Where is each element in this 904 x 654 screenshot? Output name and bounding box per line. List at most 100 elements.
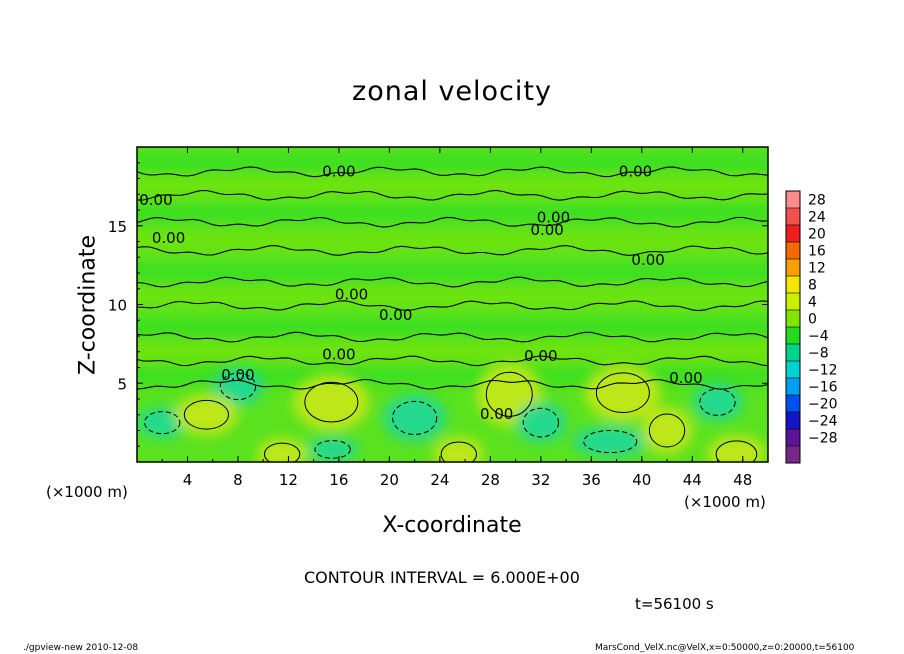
contour-line [219,372,257,401]
x-tick-label: 12 [279,471,298,489]
x-tick-label: 28 [481,471,500,489]
x-axis-title: X-coordinate [382,513,522,538]
zero-contour [137,355,768,367]
contour-line [263,442,301,462]
contour-line [144,411,181,435]
contour-label: 0.00 [139,191,172,209]
colorbar-segment [786,429,800,447]
colorbar-segment [786,310,800,328]
zero-contour [137,245,768,256]
contour-label: 0.00 [322,345,355,363]
positive-cell [433,436,485,462]
colorbar-label: −16 [808,380,838,396]
field-band [137,287,768,306]
colorbar-label: 20 [808,227,826,243]
contour-line [304,381,359,423]
contour-label: 0.00 [537,208,570,226]
contour-line [392,400,438,435]
y-tick-label: 5 [117,375,127,393]
colorbar-segment [786,378,800,396]
colorbar-segment [786,361,800,379]
x-tick-label: 4 [183,471,193,489]
zero-contour [137,216,768,228]
field-band [137,177,768,196]
contour-line [583,430,638,454]
x-tick-label: 24 [430,471,449,489]
colorbar-segment [786,259,800,277]
x-tick-label: 36 [582,471,601,489]
colorbar-label: −20 [808,397,838,413]
colorbar-label: 12 [808,261,826,277]
chart-title: zonal velocity [352,76,552,107]
colorbar-label: 28 [808,193,826,209]
contour-line [595,372,650,414]
y-tick-label: 10 [108,297,127,315]
colorbar-label: −4 [808,329,829,345]
colorbar-label: 0 [808,312,817,328]
x-unit-left: (×1000 m) [46,483,128,501]
colorbar-segment [786,395,800,413]
zero-contour [137,378,768,390]
x-tick-label: 8 [233,471,243,489]
contour-label: 0.00 [322,163,355,181]
contour-line [183,399,229,430]
colorbar-label: 4 [808,295,817,311]
contour-label: 0.00 [669,369,702,387]
contour-labels: 0.00 0.000.000.000.000.000.000.000.000.00… [139,163,702,424]
contour-label: 0.00 [379,306,412,324]
footer-right: MarsCond_VelX.nc@VelX,x=0:50000,z=0:2000… [595,643,855,653]
colorbar-segment [786,225,800,243]
colorbar-label: −24 [808,414,838,430]
x-tick-label: 48 [733,471,752,489]
contour-line [522,407,560,438]
x-tick-label: 40 [632,471,651,489]
positive-cell [256,438,308,462]
positive-cell [707,435,766,462]
contour-label: 0.00 [152,229,185,247]
colorbar-label: 24 [808,210,826,226]
colorbar-segment [786,327,800,345]
field-band [137,232,768,251]
zero-contour [137,331,768,343]
colorbar-segment [786,191,800,209]
x-tick-label: 16 [329,471,348,489]
field-band [137,264,768,282]
colorbar-label: −8 [808,346,829,362]
x-tick-label: 44 [683,471,702,489]
contour-label: 0.00 [335,285,368,303]
colorbar-segment [786,276,800,294]
contour-line [440,441,477,462]
field-band [137,153,768,172]
zero-contour [137,276,768,288]
velocity-field [137,147,768,462]
colorbar-segment [786,446,800,464]
field-band [137,342,768,361]
colorbar-segment [786,412,800,430]
y-axis: 5 10 15 [108,162,768,447]
colorbar-label: −12 [808,363,838,379]
contour-label: 0.00 [530,221,563,239]
colorbar-segment [786,293,800,311]
contour-line [648,413,686,448]
y-axis-title: Z-coordinate [75,235,101,375]
colorbar-segment [786,208,800,226]
y-tick-label: 15 [108,218,127,236]
field-band [137,319,768,338]
colorbar-segment [786,344,800,362]
zero-contour [137,300,768,312]
contour-line [485,371,533,417]
contour-line [314,440,351,459]
colorbar-label: 8 [808,278,817,294]
x-unit-right: (×1000 m) [684,493,766,511]
contour-label: 0.00 [524,347,557,365]
colorbar-label: 16 [808,244,826,260]
x-axis: 4 8 12 16 20 24 28 32 36 40 44 48 [136,147,769,489]
x-tick-label: 32 [531,471,550,489]
zero-contour [137,166,768,178]
contour-label: 0.00 [619,163,652,181]
colorbar-segment [786,242,800,260]
contour-interval: CONTOUR INTERVAL = 6.000E+00 [304,568,580,587]
footer-left: ./gpview-new 2010-12-08 [23,643,139,653]
